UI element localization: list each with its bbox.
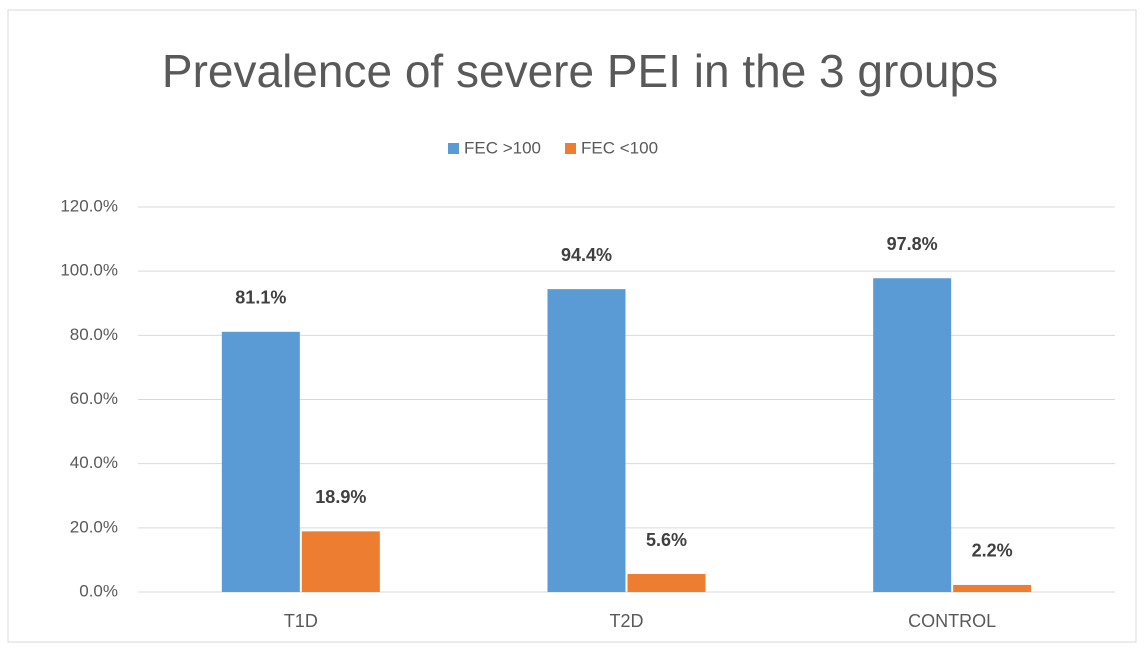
bar [547,289,626,592]
data-label: 81.1% [235,288,286,308]
y-tick-label: 60.0% [70,389,118,408]
y-tick-label: 0.0% [79,581,118,600]
bar [953,584,1032,592]
data-label: 18.9% [315,487,366,507]
y-tick-label: 40.0% [70,453,118,472]
data-label: 94.4% [561,245,612,265]
chart-title: Prevalence of severe PEI in the 3 groups [162,45,998,97]
x-tick-label: CONTROL [908,611,996,631]
data-label: 5.6% [646,530,687,550]
bar [873,278,952,592]
legend-label: FEC >100 [464,138,541,157]
legend-swatch [448,143,459,154]
bar [627,574,706,592]
y-tick-label: 80.0% [70,325,118,344]
y-tick-label: 100.0% [60,261,118,280]
bar [301,531,380,592]
y-tick-label: 20.0% [70,517,118,536]
x-tick-label: T2D [609,611,643,631]
data-label: 97.8% [887,234,938,254]
legend-swatch [565,143,577,154]
y-tick-label: 120.0% [60,196,118,215]
x-tick-label: T1D [284,611,318,631]
bar [221,331,300,592]
legend-label: FEC <100 [581,138,658,157]
data-label: 2.2% [972,541,1013,561]
